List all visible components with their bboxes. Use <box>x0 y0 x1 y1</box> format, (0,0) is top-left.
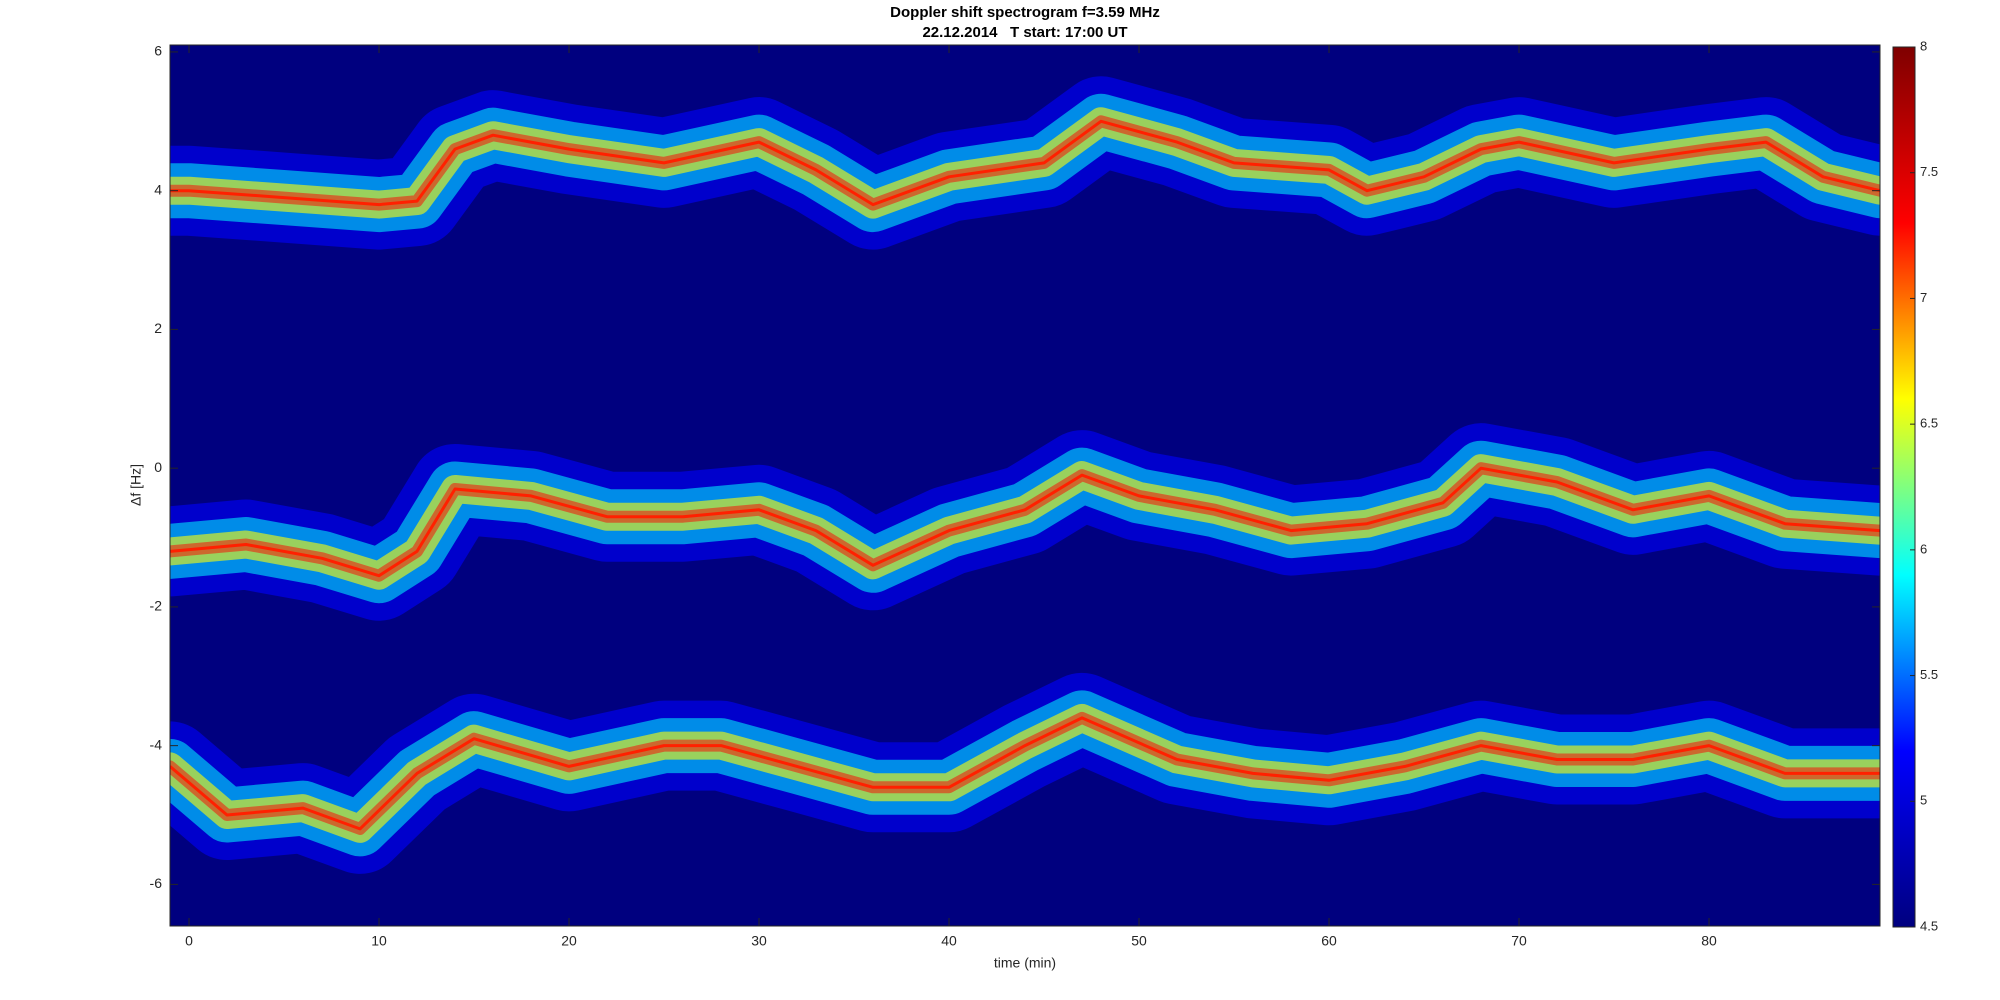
trace-line <box>170 119 1880 207</box>
x-tick-label: 50 <box>1131 933 1147 949</box>
y-tick-label: -4 <box>150 736 163 752</box>
x-tick-label: 20 <box>561 933 577 949</box>
colorbar <box>1892 46 1916 928</box>
trace-line <box>170 716 1880 831</box>
x-tick-label: 10 <box>371 933 387 949</box>
colorbar-tick-label: 6.5 <box>1920 416 1938 431</box>
y-tick-label: -2 <box>150 598 163 614</box>
colorbar-tick-label: 5 <box>1920 793 1927 808</box>
colorbar-tick-label: 6 <box>1920 541 1927 556</box>
spectrogram-traces <box>170 76 1880 874</box>
colorbar-tick-label: 5.5 <box>1920 667 1938 682</box>
y-tick-label: 6 <box>154 43 162 59</box>
x-tick-label: 30 <box>751 933 767 949</box>
x-axis-label: time (min) <box>994 955 1056 971</box>
y-axis-label: Δf [Hz] <box>128 464 144 506</box>
x-tick-label: 80 <box>1701 933 1717 949</box>
y-tick-label: -6 <box>150 875 163 891</box>
colorbar-tick-label: 4.5 <box>1920 918 1938 933</box>
x-tick-label: 0 <box>185 933 193 949</box>
y-tick-label: 0 <box>154 459 162 475</box>
y-tick-label: 2 <box>154 320 162 336</box>
axes-box <box>169 44 1881 927</box>
x-tick-label: 60 <box>1321 933 1337 949</box>
chart-subtitle: 22.12.2014 T start: 17:00 UT <box>922 24 1127 41</box>
colorbar-tick-label: 8 <box>1920 38 1927 53</box>
trace-line <box>170 466 1880 578</box>
colorbar-tick-label: 7 <box>1920 290 1927 305</box>
colorbar-tick-label: 7.5 <box>1920 164 1938 179</box>
x-tick-label: 70 <box>1511 933 1527 949</box>
y-tick-label: 4 <box>154 181 162 197</box>
x-tick-label: 40 <box>941 933 957 949</box>
chart-title: Doppler shift spectrogram f=3.59 MHz <box>890 4 1160 21</box>
